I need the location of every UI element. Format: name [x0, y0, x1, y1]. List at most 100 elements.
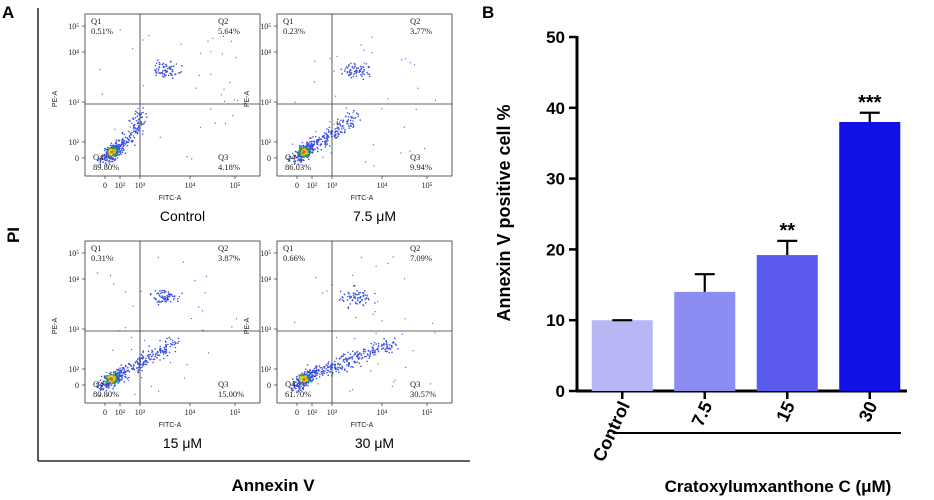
- flow-point: [302, 388, 305, 391]
- flow-point: [316, 142, 318, 144]
- flow-point: [362, 348, 365, 351]
- flow-point: [326, 371, 328, 374]
- flow-point: [132, 48, 134, 50]
- flow-point: [106, 159, 108, 162]
- bar-y-tick-label: 50: [546, 28, 565, 47]
- flow-point: [117, 379, 120, 381]
- flow-point: [354, 292, 356, 295]
- flow-point: [136, 132, 139, 135]
- flow-point: [119, 369, 121, 371]
- flow-point: [141, 116, 144, 118]
- quadrant-value-q4: 86.03%: [285, 162, 311, 172]
- flow-point: [294, 101, 296, 103]
- flow-point: [403, 126, 405, 128]
- flow-point: [354, 65, 356, 68]
- flow-point: [105, 385, 108, 387]
- flow-point: [357, 355, 359, 357]
- flow-point: [148, 345, 150, 347]
- flow-point: [95, 385, 97, 388]
- flow-point: [116, 157, 119, 159]
- quadrant-name-q4: Q4: [93, 379, 104, 389]
- flow-point: [123, 133, 126, 136]
- flow-point: [134, 113, 136, 115]
- flow-point: [344, 353, 346, 356]
- flow-point: [344, 115, 347, 118]
- flow-point: [301, 156, 303, 159]
- flow-point: [309, 380, 313, 383]
- flow-point: [371, 52, 373, 54]
- flow-point: [412, 349, 414, 352]
- flow-x-tick-label: 10⁴: [377, 181, 388, 190]
- flow-point: [338, 133, 340, 135]
- flow-point: [165, 74, 167, 76]
- flow-point: [117, 382, 119, 384]
- flow-point: [191, 158, 193, 160]
- flow-point: [107, 157, 110, 159]
- flow-point: [357, 297, 359, 299]
- flow-point: [120, 144, 122, 146]
- flow-point: [321, 135, 324, 138]
- flow-point: [178, 72, 180, 74]
- quadrant-value-q1: 0.51%: [91, 26, 113, 36]
- flow-point: [325, 144, 328, 146]
- flow-point: [340, 367, 342, 370]
- flow-point: [326, 369, 329, 372]
- flow-point: [160, 350, 162, 352]
- flow-point: [158, 72, 160, 74]
- flow-point: [183, 377, 185, 379]
- flow-x-tick-label: 10⁵: [422, 181, 433, 190]
- flow-point: [101, 156, 103, 158]
- flow-point: [344, 129, 346, 131]
- flow-point: [99, 161, 101, 164]
- flow-point: [109, 156, 112, 159]
- flow-point: [366, 71, 368, 74]
- flow-point: [110, 160, 112, 163]
- bar-y-tick-label: 10: [546, 311, 565, 330]
- flow-point: [96, 382, 98, 385]
- flow-point: [340, 119, 342, 122]
- flow-point: [121, 367, 124, 369]
- flow-point: [311, 145, 314, 147]
- flow-point: [309, 369, 311, 372]
- flow-point: [355, 75, 358, 77]
- flow-point: [389, 348, 392, 350]
- flow-point: [171, 344, 174, 346]
- flow-point: [337, 123, 339, 126]
- flow-point: [128, 370, 131, 373]
- flow-point: [324, 139, 327, 142]
- flow-point: [344, 369, 346, 372]
- quadrant-name-q2: Q2: [218, 243, 228, 253]
- flow-point: [431, 322, 434, 324]
- flow-point: [328, 361, 330, 363]
- flow-point: [314, 148, 316, 150]
- flow-point: [357, 115, 359, 118]
- flow-point: [150, 385, 152, 387]
- flow-point: [341, 128, 343, 130]
- flow-point: [351, 358, 354, 360]
- flow-point: [116, 143, 118, 145]
- flow-point: [131, 141, 133, 143]
- flow-point: [338, 299, 341, 301]
- flow-point: [356, 299, 359, 302]
- flow-point: [352, 274, 354, 276]
- flow-point: [327, 129, 330, 131]
- flow-point: [300, 380, 303, 383]
- flow-point: [309, 146, 311, 148]
- flow-x-tick-label: 10²: [115, 181, 126, 190]
- flow-point: [326, 137, 329, 140]
- flow-point: [292, 378, 294, 380]
- flow-point: [300, 159, 303, 162]
- flow-point: [290, 388, 293, 391]
- flow-point: [391, 351, 393, 354]
- flow-x-tick-label: 0: [103, 408, 107, 417]
- flow-point: [374, 351, 376, 354]
- flow-point: [392, 341, 395, 343]
- flow-point: [142, 85, 144, 87]
- flow-point: [199, 52, 202, 54]
- flow-point: [114, 372, 117, 374]
- flow-point: [334, 363, 337, 366]
- flow-point: [319, 144, 322, 147]
- flow-point: [131, 348, 133, 351]
